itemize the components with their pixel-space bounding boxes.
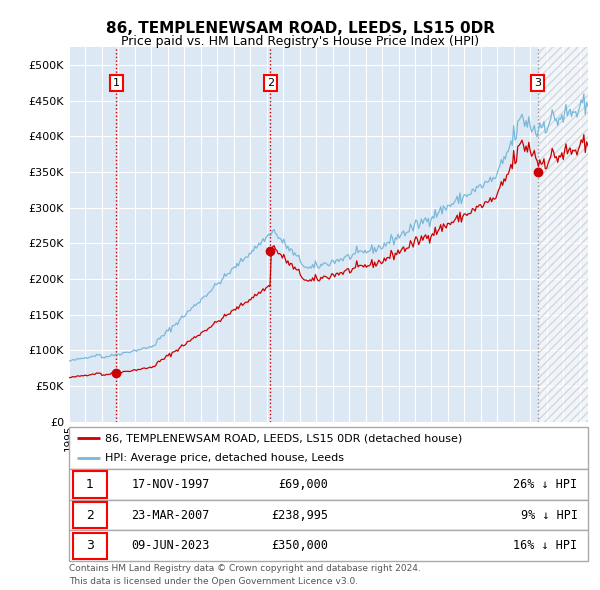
Text: 2: 2 <box>267 78 274 88</box>
Text: £69,000: £69,000 <box>278 478 329 491</box>
FancyBboxPatch shape <box>69 469 588 500</box>
Text: Contains HM Land Registry data © Crown copyright and database right 2024.: Contains HM Land Registry data © Crown c… <box>69 564 421 573</box>
Text: £350,000: £350,000 <box>271 539 329 552</box>
FancyBboxPatch shape <box>69 427 588 469</box>
FancyBboxPatch shape <box>73 502 107 528</box>
Text: 1: 1 <box>86 478 94 491</box>
Text: 09-JUN-2023: 09-JUN-2023 <box>131 539 209 552</box>
Text: This data is licensed under the Open Government Licence v3.0.: This data is licensed under the Open Gov… <box>69 577 358 586</box>
Text: 2: 2 <box>86 509 94 522</box>
Text: HPI: Average price, detached house, Leeds: HPI: Average price, detached house, Leed… <box>106 454 344 463</box>
Text: 86, TEMPLENEWSAM ROAD, LEEDS, LS15 0DR: 86, TEMPLENEWSAM ROAD, LEEDS, LS15 0DR <box>106 21 494 35</box>
Text: 86, TEMPLENEWSAM ROAD, LEEDS, LS15 0DR (detached house): 86, TEMPLENEWSAM ROAD, LEEDS, LS15 0DR (… <box>106 434 463 444</box>
Text: 23-MAR-2007: 23-MAR-2007 <box>131 509 209 522</box>
Text: £238,995: £238,995 <box>271 509 329 522</box>
Text: 3: 3 <box>86 539 94 552</box>
Bar <box>538 47 600 422</box>
Text: 16% ↓ HPI: 16% ↓ HPI <box>514 539 578 552</box>
Text: 9% ↓ HPI: 9% ↓ HPI <box>521 509 578 522</box>
Text: 26% ↓ HPI: 26% ↓ HPI <box>514 478 578 491</box>
Text: 3: 3 <box>534 78 541 88</box>
FancyBboxPatch shape <box>73 471 107 497</box>
Text: Price paid vs. HM Land Registry's House Price Index (HPI): Price paid vs. HM Land Registry's House … <box>121 35 479 48</box>
Text: 1: 1 <box>113 78 120 88</box>
Text: 17-NOV-1997: 17-NOV-1997 <box>131 478 209 491</box>
FancyBboxPatch shape <box>69 500 588 530</box>
FancyBboxPatch shape <box>73 533 107 559</box>
FancyBboxPatch shape <box>69 530 588 561</box>
